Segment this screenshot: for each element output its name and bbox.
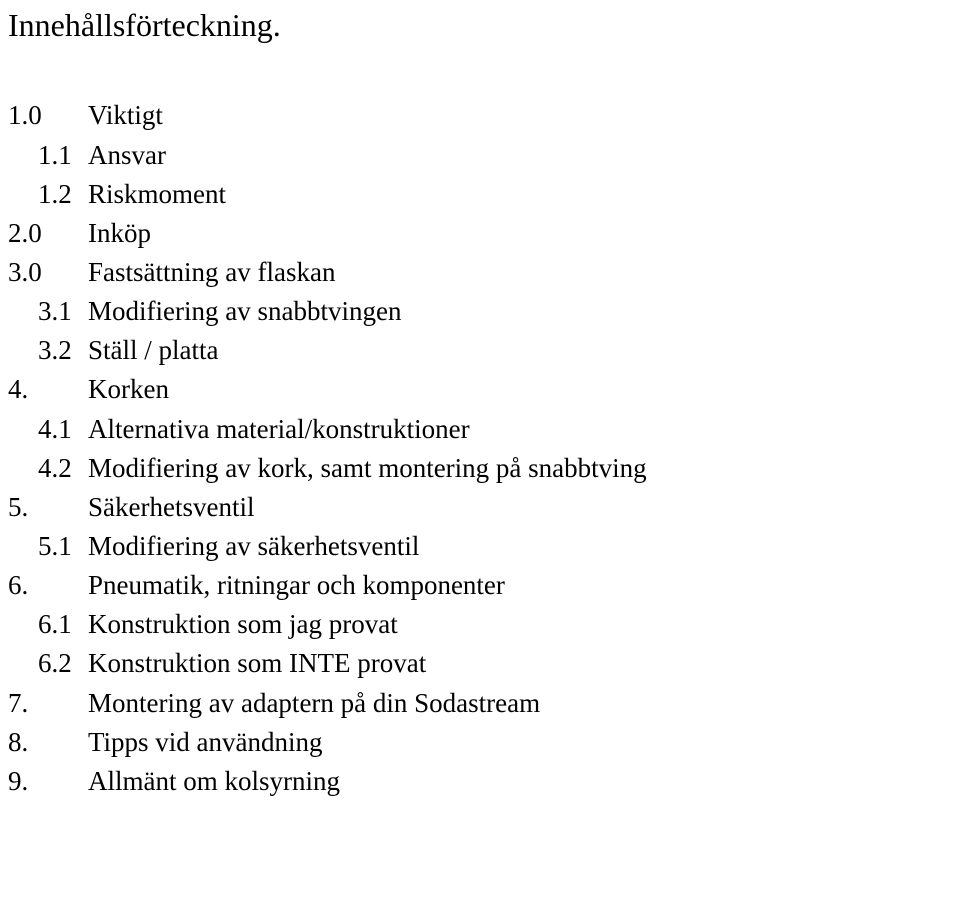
page: Innehållsförteckning. 1.0 Viktigt 1.1 An… [0, 0, 960, 801]
toc-row: 2.0 Inköp [8, 214, 952, 253]
toc-text: Modifiering av säkerhetsventil [88, 527, 952, 566]
toc-text: Viktigt [88, 96, 952, 135]
page-title: Innehållsförteckning. [8, 6, 952, 44]
toc-text: Konstruktion som jag provat [88, 605, 952, 644]
toc-row-sub: 5.1 Modifiering av säkerhetsventil [8, 527, 952, 566]
toc-number: 5.1 [8, 527, 88, 566]
toc-number: 7. [8, 684, 88, 723]
toc-row: 7. Montering av adaptern på din Sodastre… [8, 684, 952, 723]
toc-text: Korken [88, 370, 952, 409]
toc-number: 2.0 [8, 214, 88, 253]
toc-number: 6. [8, 566, 88, 605]
toc-row-sub: 4.2 Modifiering av kork, samt montering … [8, 449, 952, 488]
toc-number: 1.2 [8, 175, 88, 214]
toc-text: Montering av adaptern på din Sodastream [88, 684, 952, 723]
toc-number: 4.1 [8, 410, 88, 449]
toc-row-sub: 4.1 Alternativa material/konstruktioner [8, 410, 952, 449]
toc-text: Konstruktion som INTE provat [88, 644, 952, 683]
toc-row-sub: 6.2 Konstruktion som INTE provat [8, 644, 952, 683]
toc-text: Ansvar [88, 136, 952, 175]
toc-number: 8. [8, 723, 88, 762]
toc-row: 1.0 Viktigt [8, 96, 952, 135]
toc-text: Tipps vid användning [88, 723, 952, 762]
toc-row-sub: 1.1 Ansvar [8, 136, 952, 175]
toc-number: 3.0 [8, 253, 88, 292]
toc-row-sub: 3.2 Ställ / platta [8, 331, 952, 370]
toc-number: 9. [8, 762, 88, 801]
toc-number: 1.1 [8, 136, 88, 175]
toc-text: Pneumatik, ritningar och komponenter [88, 566, 952, 605]
toc-row: 4. Korken [8, 370, 952, 409]
toc-text: Modifiering av kork, samt montering på s… [88, 449, 952, 488]
toc-text: Fastsättning av flaskan [88, 253, 952, 292]
toc-row-sub: 1.2 Riskmoment [8, 175, 952, 214]
toc-number: 3.2 [8, 331, 88, 370]
toc-text: Allmänt om kolsyrning [88, 762, 952, 801]
toc-row: 8. Tipps vid användning [8, 723, 952, 762]
toc-text: Alternativa material/konstruktioner [88, 410, 952, 449]
toc-row: 9. Allmänt om kolsyrning [8, 762, 952, 801]
toc-number: 1.0 [8, 96, 88, 135]
toc-row: 6. Pneumatik, ritningar och komponenter [8, 566, 952, 605]
toc-text: Riskmoment [88, 175, 952, 214]
toc-row: 3.0 Fastsättning av flaskan [8, 253, 952, 292]
toc-row-sub: 3.1 Modifiering av snabbtvingen [8, 292, 952, 331]
toc-number: 6.2 [8, 644, 88, 683]
toc-text: Ställ / platta [88, 331, 952, 370]
toc-text: Inköp [88, 214, 952, 253]
toc-text: Säkerhetsventil [88, 488, 952, 527]
toc-number: 6.1 [8, 605, 88, 644]
toc-number: 3.1 [8, 292, 88, 331]
toc-number: 4. [8, 370, 88, 409]
toc-row: 5. Säkerhetsventil [8, 488, 952, 527]
toc-row-sub: 6.1 Konstruktion som jag provat [8, 605, 952, 644]
toc-text: Modifiering av snabbtvingen [88, 292, 952, 331]
toc-number: 4.2 [8, 449, 88, 488]
table-of-contents: 1.0 Viktigt 1.1 Ansvar 1.2 Riskmoment 2.… [8, 96, 952, 801]
toc-number: 5. [8, 488, 88, 527]
